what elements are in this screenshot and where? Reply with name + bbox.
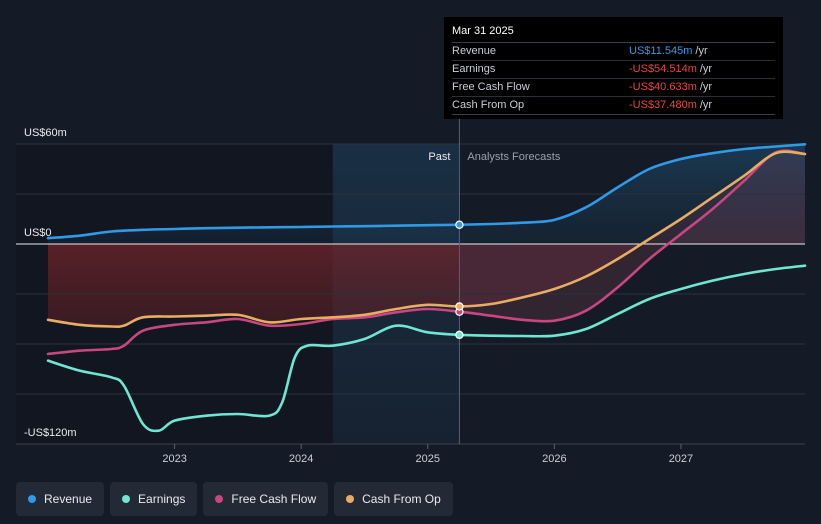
legend-item-free-cash-flow[interactable]: Free Cash Flow — [203, 482, 329, 516]
tooltip-row-value: US$11.545m — [629, 45, 693, 57]
legend-label: Cash From Op — [362, 492, 441, 506]
x-tick-label: 2023 — [162, 453, 186, 465]
legend-label: Free Cash Flow — [231, 492, 317, 506]
tooltip-row-name: Revenue — [452, 45, 497, 57]
cash-from-op-line — [46, 150, 807, 329]
x-tick-label: 2027 — [669, 453, 693, 465]
y-axis-label: -US$120m — [24, 427, 77, 439]
x-tick-label: 2025 — [416, 453, 440, 465]
tooltip-row-name: Cash From Op — [452, 99, 525, 111]
free-cash-flow-area-forecast — [459, 150, 805, 322]
revenue-line — [46, 143, 807, 240]
y-axis-label: US$0 — [24, 227, 52, 239]
x-tick-label: 2024 — [289, 453, 313, 465]
tooltip-row-value: -US$37.480m — [629, 99, 697, 111]
y-axis-label: US$60m — [24, 127, 67, 139]
tooltip-row-unit: /yr — [695, 45, 708, 57]
legend-label: Revenue — [44, 492, 93, 506]
legend: Revenue Earnings Free Cash Flow Cash From O… — [16, 482, 453, 516]
tooltip-row-name: Earnings — [452, 63, 496, 75]
cash-from-op-area-past — [48, 244, 460, 327]
legend-label: Earnings — [138, 492, 186, 506]
tooltip-row-value: -US$54.514m — [629, 63, 697, 75]
tooltip-row: Revenue US$11.545m/yr — [452, 43, 775, 61]
x-tick-label: 2026 — [542, 453, 566, 465]
earnings-line — [46, 264, 807, 433]
tooltip-row-unit: /yr — [699, 63, 713, 75]
revenue-area — [48, 144, 805, 244]
cash-from-op-marker — [455, 302, 464, 311]
legend-item-cash-from-op[interactable]: Cash From Op — [334, 482, 453, 516]
free-cash-flow-line — [46, 149, 807, 356]
past-label: Past — [428, 151, 450, 163]
tooltip-date: Mar 31 2025 — [452, 24, 775, 43]
forecast-label: Analysts Forecasts — [467, 151, 560, 163]
legend-dot-icon — [346, 495, 355, 503]
legend-item-revenue[interactable]: Revenue — [16, 482, 105, 516]
tooltip-row-name: Free Cash Flow — [452, 81, 530, 93]
legend-dot-icon — [28, 495, 36, 503]
legend-item-earnings[interactable]: Earnings — [110, 482, 198, 516]
earnings-marker — [455, 330, 464, 340]
tooltip-row: Earnings -US$54.514m/yr — [452, 61, 775, 79]
tooltip-row-unit: /yr — [699, 99, 713, 111]
tooltip-row: Cash From Op -US$37.480m/yr — [452, 97, 775, 115]
tooltip-row: Free Cash Flow -US$40.633m/yr — [452, 79, 775, 97]
tooltip: Mar 31 2025 Revenue US$11.545m/yr Earnings… — [444, 17, 783, 119]
tooltip-row-unit: /yr — [699, 81, 713, 93]
legend-dot-icon — [215, 495, 224, 503]
tooltip-row-value: -US$40.633m — [629, 81, 697, 93]
cash-from-op-area-forecast — [459, 151, 805, 307]
legend-dot-icon — [122, 495, 131, 503]
revenue-marker — [455, 220, 464, 229]
